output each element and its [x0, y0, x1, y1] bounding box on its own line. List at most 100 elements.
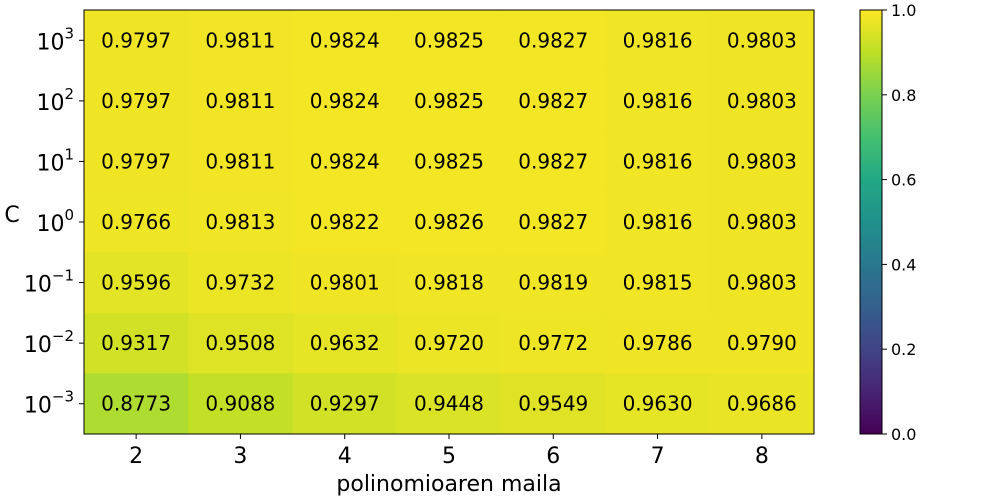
heatmap-cell [501, 10, 606, 72]
colorbar-tick-label: 0.2 [891, 340, 916, 359]
cell-value-label: 0.9816 [623, 149, 693, 173]
heatmap-cell [605, 252, 711, 314]
cell-value-label: 0.9825 [414, 149, 484, 173]
cell-value-label: 0.9827 [518, 28, 588, 52]
heatmap-cell [292, 191, 398, 253]
colorbar-tick-label: 1.0 [891, 1, 916, 20]
heatmap-cell [605, 191, 711, 253]
heatmap-cell [501, 191, 606, 253]
heatmap-cell [84, 252, 189, 314]
y-tick-label: 103 [36, 24, 74, 55]
heatmap-cell [188, 252, 294, 314]
heatmap-cell [396, 131, 502, 193]
x-tick-label: 2 [129, 444, 143, 469]
colorbar-tick-label: 0.0 [891, 425, 916, 444]
cell-value-label: 0.9825 [414, 28, 484, 52]
cell-value-label: 0.9797 [101, 149, 171, 173]
cell-value-label: 0.9317 [101, 331, 171, 355]
heatmap-cell [501, 70, 606, 132]
heatmap-cell [188, 312, 294, 374]
cell-value-label: 0.9297 [310, 392, 380, 416]
heatmap-cell [709, 312, 815, 374]
colorbar-tick-label: 0.6 [891, 171, 916, 190]
heatmap-cell [396, 312, 502, 374]
cell-value-label: 0.9720 [414, 331, 484, 355]
heatmap-cell [396, 373, 502, 435]
cell-value-label: 0.9630 [623, 392, 693, 416]
heatmap-cell [292, 312, 398, 374]
cell-value-label: 0.9448 [414, 392, 484, 416]
heatmap-cell [84, 10, 189, 72]
heatmap-cell [709, 252, 815, 314]
heatmap-cells: 0.9797 0.9811 0.9824 0.9825 0.9827 0.9816 0.98… [84, 10, 815, 435]
x-tick-label: 8 [755, 444, 769, 469]
y-tick-label: 100 [36, 206, 74, 237]
cell-value-label: 0.9088 [205, 392, 275, 416]
x-axis-ticks: 2 3 4 5 6 7 8 [129, 434, 769, 469]
x-tick-label: 5 [442, 444, 456, 469]
cell-value-label: 0.9811 [205, 89, 275, 113]
cell-value-label: 0.9824 [310, 89, 380, 113]
x-tick-label: 4 [338, 444, 352, 469]
cell-value-label: 0.9508 [205, 331, 275, 355]
heatmap-cell [709, 70, 815, 132]
cell-value-label: 0.9824 [310, 28, 380, 52]
cell-value-label: 0.9801 [310, 271, 380, 295]
heatmap-cell [709, 373, 815, 435]
cell-value-label: 0.9822 [310, 210, 380, 234]
cell-value-label: 0.9596 [101, 271, 171, 295]
x-tick-label: 3 [233, 444, 247, 469]
cell-value-label: 0.9732 [205, 271, 275, 295]
heatmap-cell [709, 131, 815, 193]
heatmap-cell [396, 10, 502, 72]
heatmap-cell [188, 10, 294, 72]
heatmap-cell [605, 70, 711, 132]
heatmap-cell [188, 131, 294, 193]
cell-value-label: 0.9819 [518, 271, 588, 295]
cell-value-label: 0.9803 [727, 89, 797, 113]
heatmap-cell [501, 131, 606, 193]
cell-value-label: 0.9827 [518, 210, 588, 234]
heatmap-cell [501, 252, 606, 314]
cell-value-label: 0.9825 [414, 89, 484, 113]
cell-value-label: 0.9815 [623, 271, 693, 295]
y-tick-label: 102 [36, 85, 74, 116]
cell-value-label: 0.9632 [310, 331, 380, 355]
y-axis-ticks: 103 102 101 100 10−1 10−2 10−3 [24, 24, 84, 419]
heatmap-cell [84, 70, 189, 132]
x-axis-label: polinomioaren maila [336, 472, 561, 497]
heatmap-cell [605, 10, 711, 72]
y-axis-label: C [4, 203, 19, 228]
heatmap-cell [709, 191, 815, 253]
cell-value-label: 0.9549 [518, 392, 588, 416]
heatmap-cell [84, 191, 189, 253]
y-tick-label: 10−1 [24, 267, 74, 298]
cell-value-label: 0.8773 [101, 392, 171, 416]
cell-value-label: 0.9816 [623, 28, 693, 52]
heatmap-cell [84, 373, 189, 435]
cell-value-label: 0.9803 [727, 271, 797, 295]
cell-value-label: 0.9826 [414, 210, 484, 234]
cell-value-label: 0.9786 [623, 331, 693, 355]
cell-value-label: 0.9766 [101, 210, 171, 234]
cell-value-label: 0.9803 [727, 210, 797, 234]
colorbar-gradient [859, 9, 883, 435]
cell-value-label: 0.9811 [205, 28, 275, 52]
heatmap-cell [292, 252, 398, 314]
colorbar: 0.0 0.2 0.4 0.6 0.8 1.0 [859, 1, 916, 444]
cell-value-label: 0.9827 [518, 89, 588, 113]
x-tick-label: 6 [546, 444, 560, 469]
x-tick-label: 7 [651, 444, 665, 469]
cell-value-label: 0.9824 [310, 149, 380, 173]
heatmap-cell [605, 312, 711, 374]
cell-value-label: 0.9816 [623, 210, 693, 234]
heatmap-cell [292, 131, 398, 193]
heatmap-cell [396, 70, 502, 132]
heatmap-cell [396, 252, 502, 314]
colorbar-tick-label: 0.8 [891, 86, 916, 105]
cell-value-label: 0.9803 [727, 28, 797, 52]
cell-value-label: 0.9797 [101, 89, 171, 113]
cell-value-label: 0.9797 [101, 28, 171, 52]
heatmap-cell [605, 131, 711, 193]
